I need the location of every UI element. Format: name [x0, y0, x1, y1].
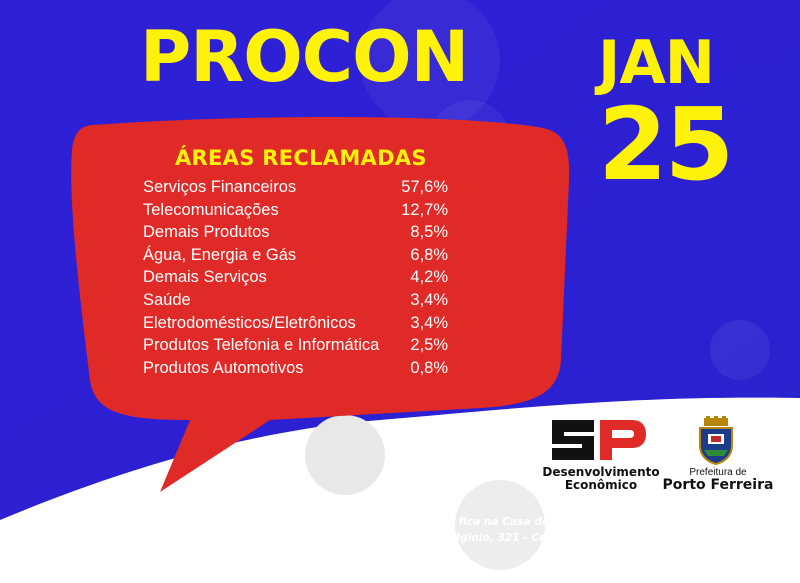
item-label: Telecomunicações — [143, 200, 279, 219]
footer-line2: Rua Perondi Iginio, 321 - Centro. De 2ª … — [380, 532, 762, 544]
item-label: Serviços Financeiros — [143, 178, 297, 196]
prefeitura-label: Prefeitura de — [689, 467, 747, 478]
item-label: Demais Produtos — [143, 223, 270, 242]
year-label: 25 — [598, 86, 734, 203]
sp-logo-text: Desenvolvimento Econômico — [541, 466, 661, 492]
sp-logo-icon — [552, 420, 646, 460]
complaints-list: Serviços Financeiros 57,6% Telecomunicaçõ… — [143, 176, 448, 379]
complaints-heading: ÁREAS RECLAMADAS — [175, 146, 427, 170]
footer-info: O Procon fica na Casa do Trabalhador Gil… — [381, 514, 762, 562]
item-value: 12,7% — [401, 200, 448, 219]
list-item: Demais Serviços 4,2% — [143, 266, 448, 289]
page-title: PROCON — [140, 16, 469, 98]
item-label: Saúde — [143, 290, 191, 309]
city-crest-icon — [699, 416, 733, 466]
item-value: 0,8% — [410, 358, 448, 377]
item-label: Produtos Telefonia e Informática — [143, 336, 380, 355]
item-value: 2,5% — [410, 336, 448, 355]
item-value: 57,6% — [401, 178, 448, 196]
list-item: Demais Produtos 8,5% — [143, 221, 448, 244]
list-item: Água, Energia e Gás 6,8% — [143, 244, 448, 267]
footer-line3: Telefone (19) 3581-1285. — [612, 548, 762, 560]
list-item: Saúde 3,4% — [143, 289, 448, 312]
item-value: 6,8% — [410, 245, 448, 264]
item-label: Produtos Automotivos — [143, 358, 304, 377]
list-item: Telecomunicações 12,7% — [143, 199, 448, 222]
sp-logo-line1: Desenvolvimento — [542, 465, 660, 479]
item-value: 3,4% — [410, 290, 448, 309]
item-label: Eletrodomésticos/Eletrônicos — [143, 313, 356, 332]
list-item: Produtos Automotivos 0,8% — [143, 357, 448, 380]
item-value: 3,4% — [410, 313, 448, 332]
speech-bubble — [71, 116, 570, 493]
item-label: Demais Serviços — [143, 268, 267, 287]
item-value: 8,5% — [410, 223, 448, 242]
footer-line1: O Procon fica na Casa do Trabalhador Gil… — [401, 516, 762, 528]
item-value: 4,2% — [410, 268, 448, 287]
list-item: Eletrodomésticos/Eletrônicos 3,4% — [143, 312, 448, 335]
list-item: Serviços Financeiros 57,6% — [143, 176, 448, 199]
month-label: JAN — [598, 28, 715, 98]
item-label: Água, Energia e Gás — [143, 245, 297, 264]
city-name: Porto Ferreira — [662, 477, 774, 493]
sp-logo-line2: Econômico — [564, 478, 638, 492]
list-item: Produtos Telefonia e Informática 2,5% — [143, 334, 448, 357]
